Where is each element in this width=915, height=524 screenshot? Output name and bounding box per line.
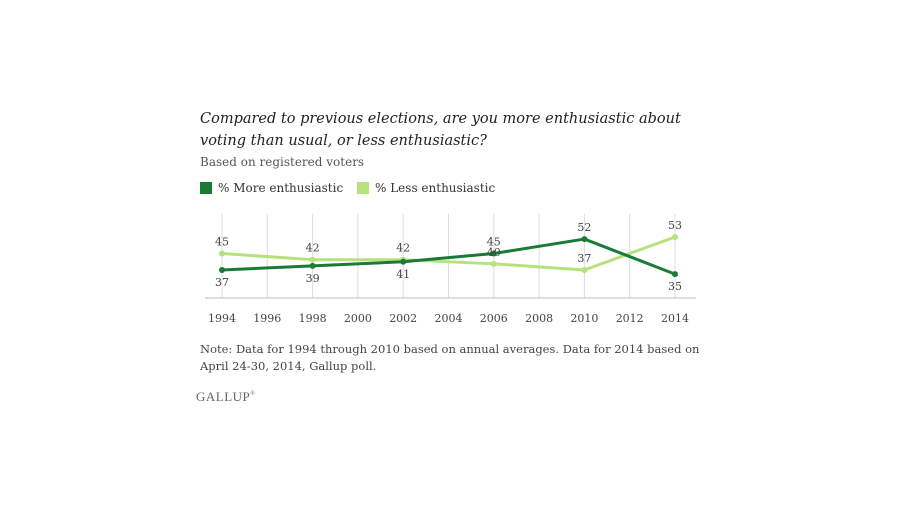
chart-title: Compared to previous elections, are you …	[200, 111, 681, 149]
point-less	[219, 250, 225, 257]
point-more	[400, 258, 407, 265]
point-more	[672, 271, 678, 278]
legend-item-less: % Less enthusiastic	[357, 181, 495, 195]
point-more	[581, 236, 588, 243]
grid-lines	[221, 214, 676, 298]
point-less	[581, 267, 588, 273]
legend-item-more: % More enthusiastic	[200, 181, 343, 195]
data-label-less: 53	[668, 219, 682, 232]
x-tick-label: 2012	[616, 312, 644, 325]
legend-swatch-less	[357, 182, 369, 194]
x-tick-label: 2010	[570, 312, 598, 325]
x-tick-label: 2008	[525, 312, 553, 325]
x-axis: 1994 1996 1998 2000 2002 2004 2006 2008 2010 2012…	[205, 297, 696, 325]
data-label-more: 52	[577, 221, 591, 234]
x-tick-label: 2000	[344, 312, 372, 325]
data-label-more: 45	[487, 236, 501, 249]
chart-note: Note: Data for 1994 through 2010 based o…	[200, 342, 700, 373]
data-label-less: 42	[306, 242, 320, 255]
data-label-less: 37	[577, 252, 591, 265]
chart-subtitle: Based on registered voters	[200, 155, 365, 169]
legend-swatch-more	[200, 182, 212, 194]
point-more	[219, 267, 225, 273]
x-tick-label: 1996	[253, 312, 281, 325]
data-label-less: 45	[215, 236, 229, 249]
series-line-more	[221, 237, 676, 276]
x-tick-label: 2004	[435, 312, 463, 325]
point-less	[490, 260, 497, 267]
data-label-more: 35	[668, 280, 682, 293]
x-tick-label: 2006	[480, 312, 508, 325]
x-tick-label: 2002	[389, 312, 417, 325]
x-tick-label: 1998	[299, 312, 327, 325]
data-label-more: 39	[306, 272, 320, 285]
series-lines	[219, 234, 678, 278]
legend-label-more: % More enthusiastic	[218, 181, 344, 195]
gallup-logo: GALLUP®	[196, 389, 255, 405]
data-label-less: 42	[396, 242, 410, 255]
point-more	[490, 250, 497, 257]
legend-label-less: % Less enthusiastic	[375, 181, 496, 195]
point-less	[309, 256, 316, 263]
point-less	[672, 234, 678, 240]
point-more	[309, 262, 316, 269]
data-label-more: 37	[215, 276, 229, 289]
data-label-less: 40	[487, 246, 501, 259]
data-label-more: 41	[396, 268, 410, 281]
series-line-less	[221, 235, 676, 272]
logo-mark: ®	[250, 391, 256, 397]
x-tick-label: 1994	[208, 312, 236, 325]
data-labels: 37 39 41 45 52 35 45 42 42 40 37 53	[215, 219, 682, 293]
x-tick-label: 2014	[661, 312, 689, 325]
logo-text: GALLUP	[196, 389, 251, 404]
